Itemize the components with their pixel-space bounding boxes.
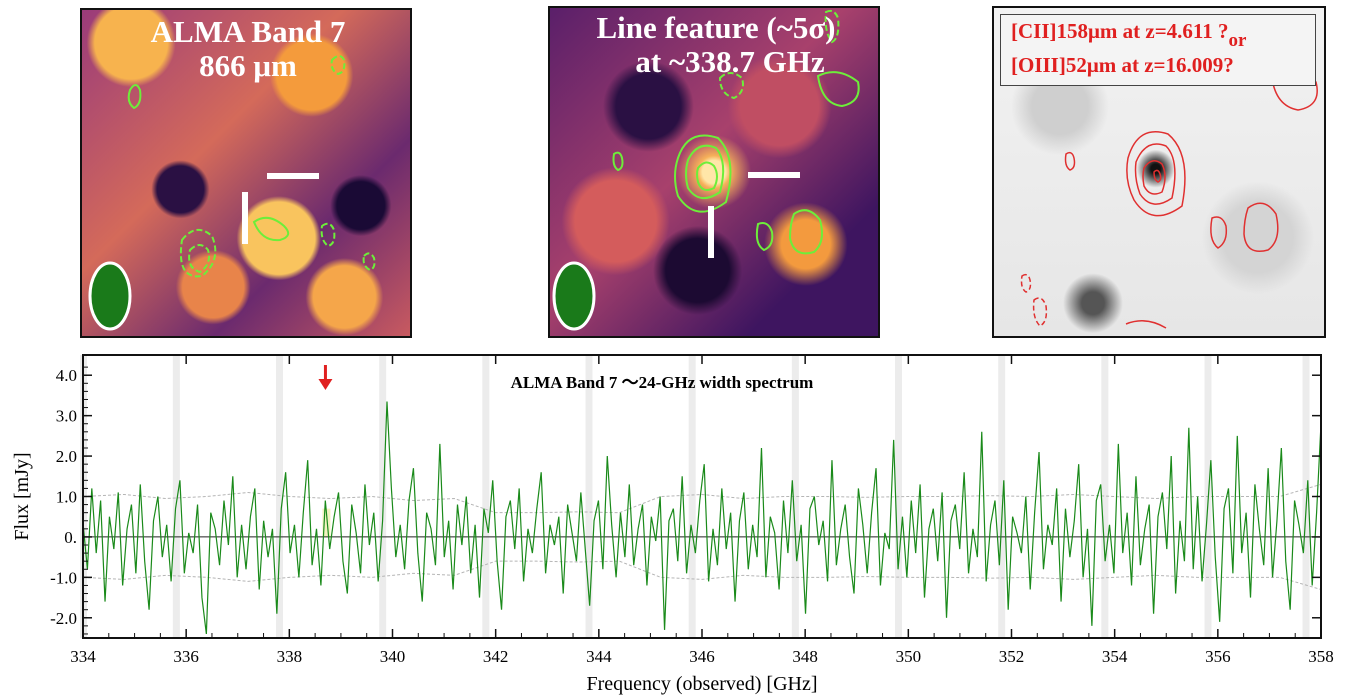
contour [1142,160,1166,195]
noise-line [82,483,1322,514]
beam-ellipse [552,261,596,331]
x-tick-label: 346 [689,647,715,666]
contour [1125,320,1167,329]
atm-band [1101,355,1109,638]
contour [1134,143,1176,205]
positive-contour [612,151,624,172]
position-marker-vertical [242,192,248,244]
band7-title-line1: ALMA Band 7 [150,14,346,49]
line-identification-label: [CII]158μm at z=4.611 ?or [OIII]52μm at … [1000,14,1316,86]
band7-contours [88,55,376,331]
y-tick-label: 1.0 [56,488,77,507]
x-tick-label: 336 [173,647,199,666]
y-tick-label: 4.0 [56,366,77,385]
positive-contour [816,71,860,108]
y-tick-label: -1.0 [50,568,77,587]
chart-title: ALMA Band 7 ～24-GHz width spectrum [511,373,814,392]
contour [1064,151,1076,171]
contour [1153,169,1162,183]
noise-line [82,560,1322,590]
x-tick-label: 342 [483,647,509,666]
line-feature-arrow [318,365,333,390]
x-axis-ticks: 334 336 338 340 342 344 346 348 350 352 354 356 358 [70,355,1334,666]
x-tick-label: 352 [999,647,1025,666]
atm-band [791,355,799,638]
cii-label: [CII]158μm at z=4.611 ? [1011,19,1229,43]
oiii-label: [OIII]52μm at z=16.009? [1011,53,1234,77]
atm-band [585,355,593,638]
x-axis-label: Frequency (observed) [GHz] [586,673,817,695]
negative-contour [362,252,376,272]
positive-contour [674,134,732,213]
hst-contours [1020,73,1318,329]
band7-continuum-map: ALMA Band 7 866 μm [80,8,412,338]
negative-contour [824,9,840,44]
x-tick-label: 344 [586,647,612,666]
x-tick-label: 350 [896,647,922,666]
atm-band [276,355,284,638]
positive-contour [685,144,725,199]
spectrum-line [82,401,1322,635]
y-axis-label: Flux [mJy] [11,452,33,540]
or-label: or [1228,30,1247,51]
x-tick-label: 338 [277,647,303,666]
negative-contour [1020,273,1032,293]
y-tick-label: 2.0 [56,447,77,466]
positive-contour [696,161,718,191]
x-tick-label: 356 [1205,647,1231,666]
y-tick-label: 0. [64,528,77,547]
positive-contour [755,222,774,252]
atm-band [172,355,180,638]
line-feature-highlight [322,508,331,537]
contour [1210,216,1228,249]
noise-envelope [82,483,1322,590]
x-tick-label: 348 [792,647,818,666]
x-tick-label: 334 [70,647,96,666]
atm-band [379,355,387,638]
positive-contour [252,216,290,242]
arrow-head [318,379,333,390]
x-tick-label: 358 [1308,647,1334,666]
atm-band [688,355,696,638]
positive-contour [788,209,823,255]
line-title-line1: Line feature (~5σ) [596,10,836,45]
atm-band [482,355,490,638]
position-marker-horizontal [267,173,319,179]
x-tick-label: 354 [1102,647,1128,666]
beam-ellipse [88,261,132,331]
negative-contour [718,72,744,100]
contour [1243,202,1279,252]
line-title-line2: at ~338.7 GHz [635,44,825,79]
negative-contour [188,244,210,274]
position-marker-vertical [708,206,714,258]
atm-band [998,355,1006,638]
line-contours [552,9,860,331]
x-tick-label: 340 [380,647,406,666]
positive-contour [127,84,142,110]
position-marker-horizontal [748,172,800,178]
negative-contour [330,55,346,76]
contour [1126,131,1186,217]
line-feature-map: Line feature (~5σ) at ~338.7 GHz [548,6,880,338]
atmospheric-bands [80,355,1310,638]
y-tick-label: -2.0 [50,609,77,628]
negative-contour [1032,297,1048,327]
atm-band [1302,355,1310,638]
negative-contour [180,229,217,278]
y-tick-label: 3.0 [56,407,77,426]
band7-title-line2: 866 μm [199,48,297,83]
y-axis-ticks: 4.0 3.0 2.0 1.0 0. -1.0 -2.0 [50,366,1321,635]
